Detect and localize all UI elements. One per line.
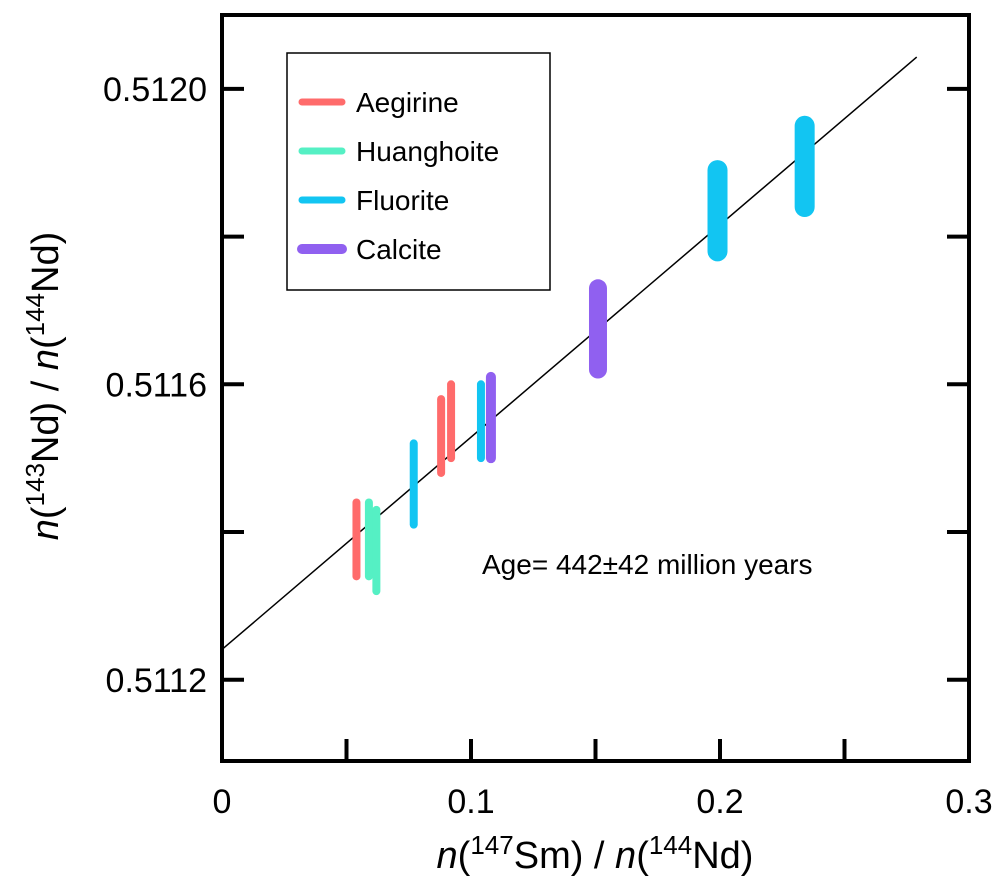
y-axis-title-n1: n	[25, 519, 67, 540]
y-tick-label: 0.5116	[106, 366, 207, 404]
legend-label-fluorite: Fluorite	[356, 185, 449, 216]
age-annotation: Age= 442±42 million years	[482, 549, 813, 580]
y-axis-title-n2: n	[25, 349, 67, 370]
x-axis-title-end: Nd)	[692, 835, 753, 877]
x-axis-title: n(147Sm) / n(144Nd)	[437, 830, 754, 877]
y-axis-title-group: n(143Nd) / n(144Nd)	[20, 232, 67, 541]
y-axis-title-mid: Nd) /	[25, 370, 67, 463]
x-tick-label: 0.3	[945, 783, 992, 821]
x-axis-title-sup2: 144	[649, 830, 692, 860]
x-tick-label: 0	[213, 783, 232, 821]
x-axis-title-open2: (	[636, 835, 649, 877]
x-axis-title-n1: n	[437, 835, 458, 877]
legend-label-huanghoite: Huanghoite	[356, 136, 499, 167]
y-axis-title-sup1: 143	[20, 463, 50, 506]
y-axis-title-open1: (	[25, 506, 67, 519]
x-axis-title-n2: n	[615, 835, 636, 877]
y-tick-label: 0.5112	[106, 662, 207, 700]
data-layer	[352, 115, 815, 596]
y-axis-title-open2: (	[25, 336, 67, 349]
legend: Aegirine Huanghoite Fluorite Calcite	[286, 52, 551, 291]
ticks-layer: 0.5112 0.5116 0.5120 0 0.1 0.2 0.3	[103, 71, 993, 821]
x-tick-label: 0.2	[696, 783, 743, 821]
legend-label-aegirine: Aegirine	[356, 87, 459, 118]
y-axis-title-sup2: 144	[20, 293, 50, 336]
legend-label-calcite: Calcite	[356, 234, 442, 265]
x-axis-title-mid: Sm) /	[514, 835, 615, 877]
x-axis-title-sup1: 147	[470, 830, 513, 860]
y-axis-title: n(143Nd) / n(144Nd)	[20, 232, 67, 541]
legend-entries: Aegirine Huanghoite Fluorite Calcite	[297, 87, 499, 265]
y-axis-title-end: Nd)	[25, 232, 67, 293]
x-tick-label: 0.1	[447, 783, 494, 821]
y-tick-label: 0.5120	[103, 71, 207, 109]
x-axis-title-open1: (	[458, 835, 471, 877]
